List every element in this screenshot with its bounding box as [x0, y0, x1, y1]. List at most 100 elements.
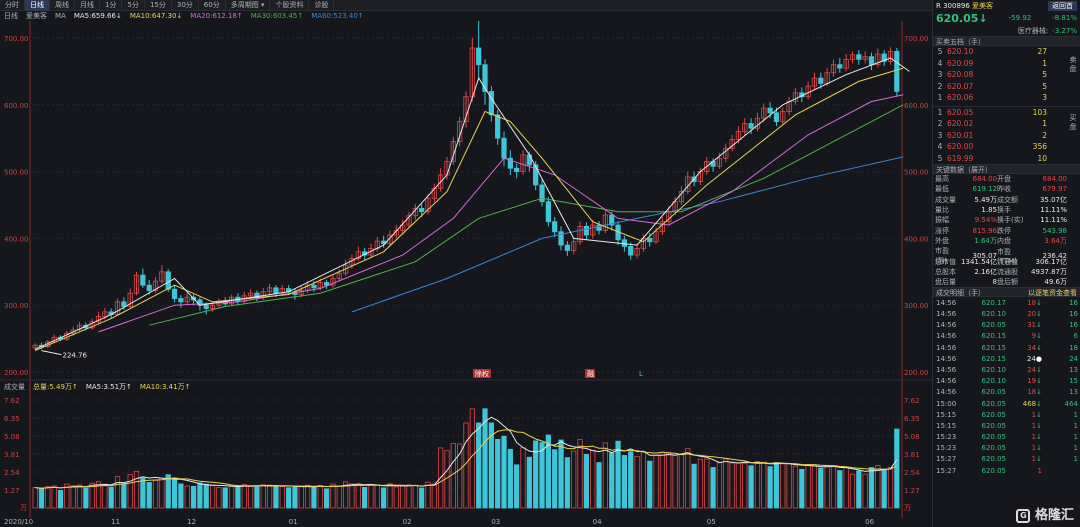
candle [482, 64, 488, 92]
trade-time: 15:00 [936, 399, 957, 408]
logo-icon: G [1016, 508, 1031, 523]
trade-direction-icon: ↓ [1036, 433, 1042, 442]
volume-bar [45, 486, 51, 509]
tab-2[interactable]: 周线 [50, 0, 75, 11]
volume-bar [203, 483, 209, 509]
trade-volume-value: 24 [1026, 354, 1036, 363]
tab-3[interactable]: 月线 [75, 0, 100, 11]
tab-10[interactable]: 个股资料 [270, 0, 310, 11]
volume-bar [830, 466, 837, 509]
orderbook-title[interactable]: 买卖五档（手） [933, 36, 1080, 46]
stat-value: 679.97 [1042, 185, 1068, 194]
candle [507, 157, 513, 169]
ask-level: 2 620.07 5 [933, 81, 1080, 93]
trade-detail-link[interactable]: 以逐笔资金查看 [1028, 289, 1077, 298]
price-change: -59.92 [1008, 14, 1032, 22]
candle [184, 296, 190, 303]
trade-direction-icon: ● [1035, 354, 1042, 363]
candle [140, 274, 146, 286]
candle [387, 234, 393, 245]
event-badge: L [639, 370, 643, 378]
price-tick-right: 600.00 [904, 102, 929, 110]
trade-volume-value: 31 [1027, 321, 1037, 330]
volume-bar [406, 484, 412, 509]
trade-volume-value: 18 [1027, 388, 1037, 397]
trade-volume-value: 1 [1031, 444, 1037, 453]
volume-tick-right: 3.81 [904, 451, 920, 459]
tab-1[interactable]: 日线 [25, 0, 50, 11]
event-badge: 融 [587, 369, 594, 378]
trade-list[interactable]: 14:56 620.17 18↓ 16 14:56 620.10 20↓ 16 14:56 620… [933, 297, 1080, 476]
volume-bar [697, 458, 704, 509]
stat-row: 盘后量 8 盘后额 49.6万 [933, 277, 1080, 287]
kline-chart[interactable]: 200.00 200.00 300.00 300.00 400.00 400.00 500.… [0, 21, 932, 527]
tab-8[interactable]: 60分 [199, 0, 226, 11]
period-toolbar: 分时 日线 周线 月线 1分 5分 15分 30分 60分 多周期图 ▾ 个股资料 诊股 [0, 0, 932, 11]
volume-bar [32, 487, 38, 509]
price-tick-left: 600.00 [4, 102, 29, 110]
volume-bar [837, 470, 843, 509]
buy-side-label: 买盘 [1069, 114, 1077, 131]
volume-bar [235, 485, 241, 509]
trade-count: 15 [1069, 377, 1078, 386]
tab-5[interactable]: 5分 [122, 0, 145, 11]
candle [406, 215, 412, 226]
trade-row: 14:56 620.15 24● 24 [933, 353, 1080, 364]
volume-bar [691, 463, 697, 509]
stat-label: 总股本 [935, 267, 956, 276]
stat-label: 量比 [935, 206, 949, 215]
volume-bar [425, 481, 431, 509]
volume-bar [254, 486, 260, 509]
sector-name[interactable]: 医疗器械: [1017, 26, 1049, 35]
bid-level: 1 620.05 103 [933, 107, 1080, 119]
volume-bar [533, 440, 539, 509]
volume-bar [355, 483, 361, 509]
volume-bar [292, 486, 298, 509]
volume-bar [393, 486, 399, 509]
tab-7[interactable]: 30分 [172, 0, 199, 11]
level-number: 3 [937, 130, 943, 140]
volume-bar [710, 467, 716, 509]
sell-side-label: 卖盘 [1069, 56, 1077, 73]
level-volume: 103 [1032, 107, 1047, 117]
volume-bar [539, 442, 545, 509]
volume-bar [197, 482, 203, 509]
volume-bar [634, 455, 640, 509]
price-tick-right: 300.00 [904, 302, 929, 310]
tab-11[interactable]: 诊股 [309, 0, 335, 11]
level-price: 620.10 [947, 47, 974, 57]
return-button[interactable]: 返回首 [1048, 0, 1077, 11]
stats-title[interactable]: 关键数据（展开） [933, 164, 1080, 174]
stat-value: 11.11% [1040, 216, 1067, 225]
volume-bar [685, 448, 691, 509]
trade-direction-icon: ↓ [1036, 365, 1042, 374]
volume-bar [469, 408, 475, 509]
volume-bar [311, 486, 317, 509]
trade-volume-value: 1 [1031, 421, 1037, 430]
ask-level: 1 620.06 3 [933, 92, 1080, 104]
candle [862, 56, 868, 60]
stat-value: 3.64万 [1044, 236, 1067, 245]
trade-volume: 20↓ [1006, 310, 1042, 318]
volume-bar [849, 473, 856, 509]
stock-name-label: 爱美客 [26, 12, 47, 20]
level-number: 4 [937, 142, 943, 152]
candle [539, 184, 545, 203]
stat-label: 最高 [935, 175, 949, 184]
volume-bar [488, 422, 494, 509]
stat-label: 涨停 [935, 226, 949, 235]
quote-header: R 300896 爱美客 返回首 [933, 0, 1080, 11]
volume-bar [133, 471, 140, 509]
tab-9[interactable]: 多周期图 ▾ [226, 0, 271, 11]
tab-0[interactable]: 分时 [0, 0, 25, 11]
tab-4[interactable]: 1分 [100, 0, 123, 11]
volume-bar [482, 408, 488, 509]
volume-bar [38, 488, 45, 509]
tab-6[interactable]: 15分 [145, 0, 172, 11]
level-volume: 1 [1042, 119, 1047, 129]
stat-row: 量比 1.85 换手 11.11% [933, 205, 1080, 215]
stat-value: 49.6万 [1044, 278, 1067, 287]
candle [894, 50, 900, 92]
volume-bar [114, 475, 121, 509]
level-volume: 356 [1032, 142, 1047, 152]
